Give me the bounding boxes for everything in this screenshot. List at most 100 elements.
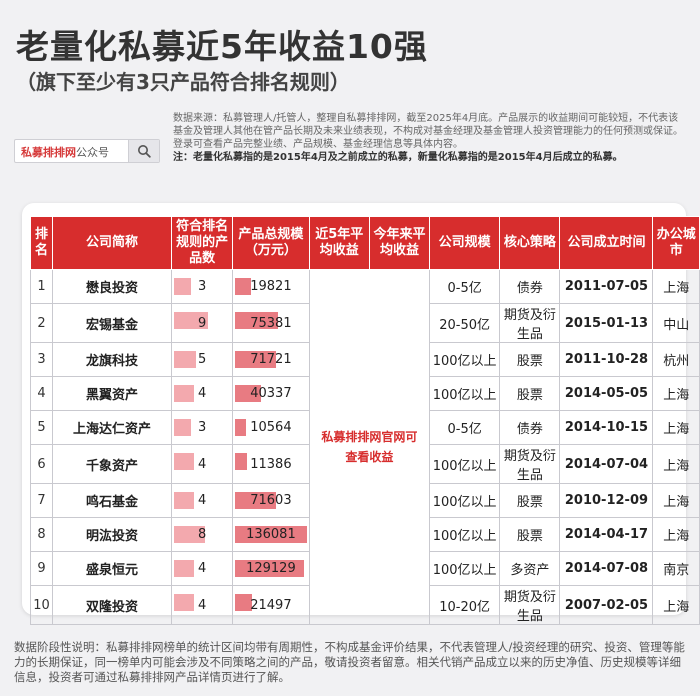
count-cell: 3 [170, 269, 234, 304]
rank-cell: 8 [30, 517, 53, 552]
search-button[interactable] [128, 140, 159, 162]
company-cell: 宏锡基金 [51, 303, 173, 343]
scale-bar [235, 419, 247, 436]
scale-value: 40337 [250, 386, 292, 401]
column-header: 办公城市 [652, 216, 700, 270]
scale-value: 129129 [246, 561, 296, 576]
scale-cell: 71721 [232, 342, 310, 377]
company-cell: 龙旗科技 [51, 342, 173, 377]
strategy-cell: 股票 [499, 517, 561, 552]
rank-cell: 6 [30, 444, 53, 484]
disclaimer-text: 数据来源：私募管理人/托管人，整理自私募排排网，截至2025年4月底。产品展示的… [173, 113, 683, 150]
founded-date-cell: 2014-07-04 [559, 444, 654, 484]
strategy-cell: 债券 [499, 410, 561, 445]
count-value: 4 [197, 561, 207, 576]
rank-cell: 5 [30, 410, 53, 445]
table-row: 4 黑翼资产 4 40337 100亿以上 股票 2014-05-05 上海 [30, 376, 700, 411]
founded-date-cell: 2014-04-17 [559, 517, 654, 552]
count-value: 4 [197, 597, 207, 613]
strategy-cell: 股票 [499, 483, 561, 518]
column-header: 核心策略 [499, 216, 561, 270]
count-cell: 4 [170, 376, 234, 411]
table-header-row: 排名 公司简称 符合排名规则的产品数 产品总规模（万元） 近5年平均收益 今年来平均收益公… [30, 216, 700, 270]
founded-date-cell: 2011-07-05 [559, 269, 654, 304]
scale-cell: 11386 [232, 444, 310, 484]
footer-disclaimer: 数据阶段性说明：私募排排网榜单的统计区间均带有周期性，不构成基金评价结果，不代表… [14, 640, 685, 684]
count-bar [174, 419, 191, 436]
column-header: 公司简称 [51, 216, 173, 270]
city-cell: 上海 [652, 376, 700, 411]
founded-date-cell: 2014-10-15 [559, 410, 654, 445]
company-cell: 黑翼资产 [51, 376, 173, 411]
count-cell: 4 [170, 551, 234, 586]
company-size-cell: 100亿以上 [429, 483, 501, 518]
count-bar [174, 492, 194, 509]
returns-placeholder-note: 私募排排网官网可查看收益 [308, 269, 431, 625]
scale-cell: 136081 [232, 517, 310, 552]
column-header: 公司成立时间 [559, 216, 654, 270]
table-row: 6 千象资产 4 11386 100亿以上 期货及衍生品 2014-07-04 上海 [30, 444, 700, 484]
table-row: 2 宏锡基金 9 75381 20-50亿 期货及衍生品 2015-01-13 中山 [30, 303, 700, 343]
count-bar [174, 526, 206, 543]
count-value: 8 [197, 527, 207, 542]
count-cell: 4 [170, 444, 234, 484]
count-bar [174, 312, 208, 329]
brand-name: 私募排排网 [21, 146, 76, 159]
scale-bar [235, 526, 308, 543]
city-cell: 上海 [652, 269, 700, 304]
strategy-cell: 股票 [499, 342, 561, 377]
count-value: 4 [197, 386, 207, 401]
strategy-cell: 期货及衍生品 [499, 303, 561, 343]
company-size-cell: 100亿以上 [429, 517, 501, 552]
scale-cell: 40337 [232, 376, 310, 411]
company-size-cell: 100亿以上 [429, 444, 501, 484]
count-value: 4 [197, 456, 207, 472]
count-bar [174, 351, 197, 368]
city-cell: 上海 [652, 483, 700, 518]
city-cell: 上海 [652, 444, 700, 484]
founded-date-cell: 2011-10-28 [559, 342, 654, 377]
rank-cell: 3 [30, 342, 53, 377]
brand-suffix: 公众号 [76, 146, 109, 159]
count-cell: 5 [170, 342, 234, 377]
scale-value: 10564 [250, 420, 292, 435]
rank-cell: 2 [30, 303, 53, 343]
column-header: 产品总规模（万元） [232, 216, 310, 270]
scale-cell: 71603 [232, 483, 310, 518]
scale-value: 19821 [250, 279, 292, 294]
scale-bar [235, 385, 261, 402]
founded-date-cell: 2015-01-13 [559, 303, 654, 343]
scale-bar [235, 492, 276, 509]
company-cell: 千象资产 [51, 444, 173, 484]
count-bar [174, 278, 191, 295]
count-value: 5 [197, 352, 207, 367]
company-size-cell: 0-5亿 [429, 269, 501, 304]
strategy-cell: 期货及衍生品 [499, 444, 561, 484]
scale-cell: 21497 [232, 585, 310, 625]
table-row: 1 懋良投资 3 19821 私募排排网官网可查看收益 0-5亿 债券 2011-07-05 上… [30, 269, 700, 625]
count-value: 3 [197, 420, 207, 435]
scale-bar [235, 351, 276, 368]
scale-bar [235, 453, 247, 470]
column-header: 排名 [30, 216, 53, 270]
company-size-cell: 100亿以上 [429, 376, 501, 411]
disclaimer-note: 注：老量化私募指的是2015年4月及之前成立的私募，新量化私募指的是2015年4… [173, 152, 623, 163]
count-cell: 4 [170, 585, 234, 625]
company-size-cell: 0-5亿 [429, 410, 501, 445]
count-cell: 4 [170, 483, 234, 518]
company-cell: 盛泉恒元 [51, 551, 173, 586]
scale-value: 136081 [246, 527, 296, 542]
company-cell: 懋良投资 [51, 269, 173, 304]
city-cell: 杭州 [652, 342, 700, 377]
city-cell: 上海 [652, 410, 700, 445]
founded-date-cell: 2010-12-09 [559, 483, 654, 518]
founded-date-cell: 2007-02-05 [559, 585, 654, 625]
column-header: 近5年平均收益 [308, 216, 370, 270]
strategy-cell: 债券 [499, 269, 561, 304]
column-header: 公司规模 [429, 216, 501, 270]
rank-cell: 10 [30, 585, 53, 625]
search-box[interactable]: 私募排排网公众号 [14, 139, 160, 163]
search-icon [138, 145, 151, 158]
page-title: 老量化私募近5年收益10强 [16, 27, 428, 66]
company-size-cell: 100亿以上 [429, 342, 501, 377]
